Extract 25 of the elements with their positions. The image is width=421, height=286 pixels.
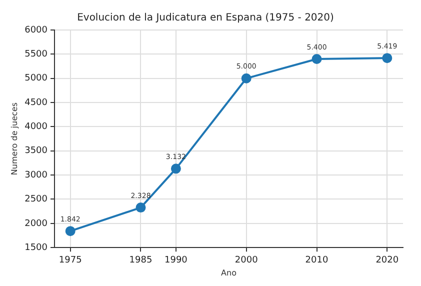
x-tick-label: 1975 — [58, 255, 82, 266]
y-tick-label: 5000 — [24, 74, 48, 84]
x-tick-label: 1985 — [129, 255, 152, 266]
point — [170, 164, 181, 174]
x-tick-label: 2000 — [234, 255, 258, 266]
x-tick-label: 1990 — [164, 255, 188, 266]
point — [136, 202, 146, 213]
point — [241, 73, 252, 84]
y-tick-label: 2000 — [24, 218, 48, 229]
y-tick-label: 6000 — [24, 25, 48, 36]
y-axis-title: Numero de jueces — [10, 102, 19, 176]
chart-title: Evolucion de la Judicatura en Espana (1975 - 2020) — [77, 12, 334, 24]
point — [65, 226, 76, 236]
x-tick-label: 2020 — [376, 255, 399, 266]
y-tick-label: 3000 — [24, 170, 48, 180]
point — [312, 54, 322, 64]
y-tick-label: 2500 — [24, 194, 48, 205]
point — [382, 53, 392, 64]
y-tick-label: 4000 — [24, 122, 48, 132]
y-tick-label: 3500 — [24, 146, 48, 156]
y-tick-label: 1500 — [24, 242, 48, 253]
x-axis-title: Ano — [221, 268, 237, 278]
y-tick-label: 5500 — [24, 50, 48, 60]
y-tick-label: 4500 — [24, 98, 48, 108]
x-tick-label: 2010 — [305, 255, 328, 266]
